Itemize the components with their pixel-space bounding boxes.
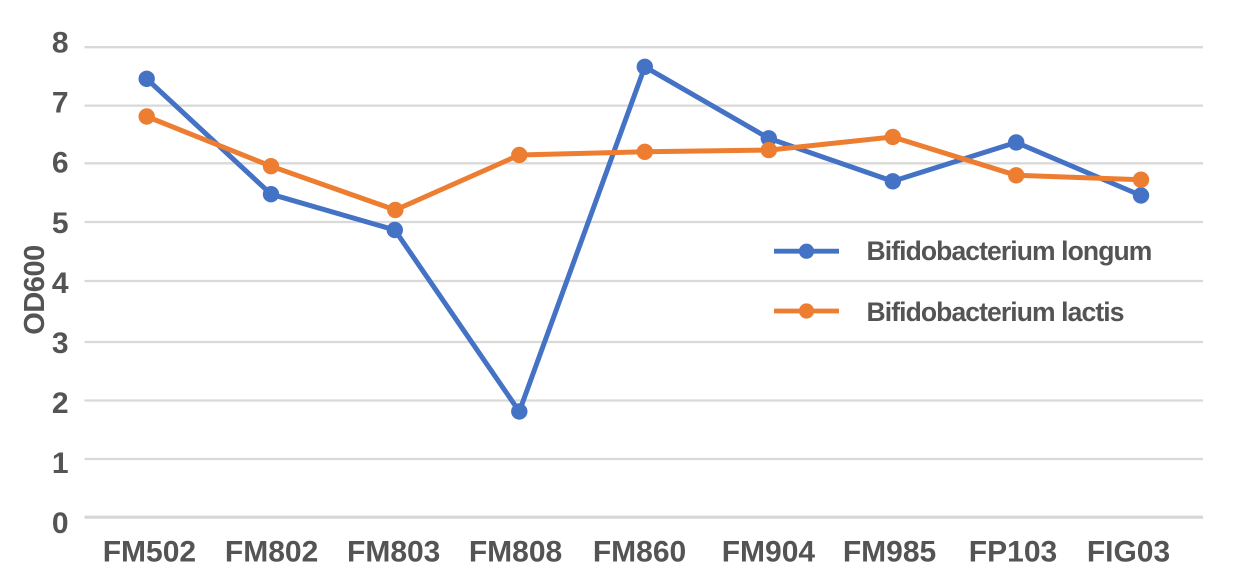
svg-text:FM860: FM860 (593, 536, 686, 569)
svg-text:8: 8 (52, 27, 69, 60)
svg-text:6: 6 (52, 147, 69, 180)
svg-text:Bifidobacterium longum: Bifidobacterium longum (867, 236, 1152, 266)
svg-text:2: 2 (52, 387, 69, 420)
svg-text:FM904: FM904 (722, 536, 816, 569)
svg-text:FM985: FM985 (843, 536, 936, 569)
svg-text:FM808: FM808 (469, 536, 562, 569)
svg-text:OD600: OD600 (19, 245, 51, 334)
svg-text:4: 4 (52, 267, 69, 300)
svg-text:Bifidobacterium lactis: Bifidobacterium lactis (867, 297, 1124, 327)
svg-text:FM803: FM803 (347, 536, 440, 569)
svg-text:5: 5 (52, 207, 69, 240)
svg-text:FM802: FM802 (225, 536, 318, 569)
svg-text:0: 0 (52, 507, 69, 540)
svg-text:FIG03: FIG03 (1087, 536, 1170, 569)
svg-text:FM502: FM502 (103, 536, 196, 569)
svg-text:1: 1 (52, 447, 69, 480)
svg-text:7: 7 (52, 87, 69, 120)
svg-text:3: 3 (52, 327, 69, 360)
svg-text:FP103: FP103 (969, 536, 1057, 569)
